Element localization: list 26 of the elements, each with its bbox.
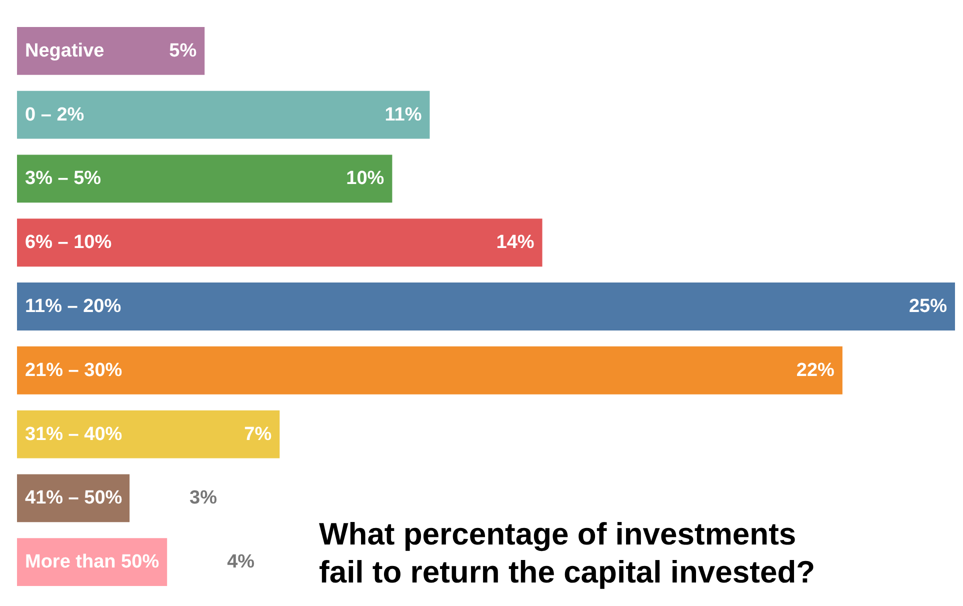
bar (17, 90, 430, 139)
y-tick-label: 0 – 2% (25, 104, 84, 126)
y-tick-label: 3% – 5% (25, 168, 102, 190)
text: What percentage of investments fail to return the capital invested? (319, 516, 816, 590)
data-label: 22% (796, 360, 835, 381)
data-label: 7% (244, 424, 272, 445)
data-label: 10% (346, 168, 384, 190)
bar (17, 282, 955, 330)
data-label: 3% (190, 488, 218, 509)
data-label: 11% (384, 104, 422, 126)
data-label: 25% (908, 296, 948, 317)
data-label: 4% (227, 552, 255, 573)
y-tick-label: 6% – 10% (25, 232, 112, 254)
y-tick-label: Negative (25, 40, 104, 62)
y-tick-label: More than 50% (25, 552, 160, 573)
y-tick-label: 21% – 30% (25, 360, 122, 381)
bar (17, 26, 205, 75)
data-label: 14% (496, 232, 534, 254)
bar (17, 218, 542, 267)
data-label: 5% (169, 40, 197, 62)
bar (17, 154, 392, 203)
y-tick-label: 31% – 40% (25, 424, 122, 445)
y-tick-label: 41% – 50% (25, 488, 122, 509)
bar (17, 346, 842, 394)
y-tick-label: 11% – 20% (25, 296, 122, 317)
bar (17, 410, 280, 458)
